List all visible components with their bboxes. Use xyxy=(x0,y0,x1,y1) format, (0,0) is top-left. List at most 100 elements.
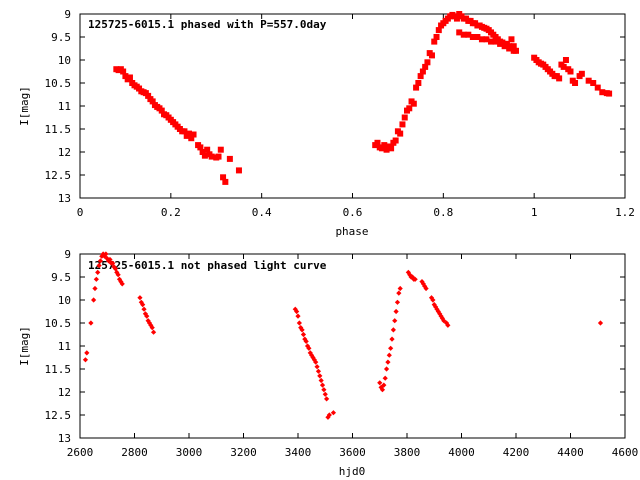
unphased-data-point xyxy=(392,318,398,324)
unphased-data-point xyxy=(420,281,426,287)
unphased-data-point xyxy=(315,368,322,374)
phased-data-point xyxy=(399,121,406,128)
phased-data-point xyxy=(190,131,197,138)
phased-data-point xyxy=(488,38,495,45)
unphased-data-point xyxy=(390,327,396,333)
unphased-data-point xyxy=(306,345,312,351)
unphased-data-point xyxy=(318,377,324,384)
phased-data-point xyxy=(201,152,208,159)
unphased-x-tick-label: 3200 xyxy=(230,446,257,459)
unphased-data-point xyxy=(434,306,440,312)
unphased-data-point xyxy=(321,387,327,393)
phased-x-tick-label: 1.2 xyxy=(615,206,635,219)
unphased-x-tick-label: 2600 xyxy=(67,446,94,459)
unphased-data-point xyxy=(300,331,307,338)
unphased-data-point xyxy=(405,269,411,275)
phased-data-point xyxy=(199,149,206,155)
unphased-data-point xyxy=(149,325,155,331)
phased-data-point xyxy=(510,43,517,50)
phased-data-point xyxy=(415,80,422,86)
unphased-data-point xyxy=(407,272,413,278)
phased-data-point xyxy=(606,90,613,97)
unphased-data-point xyxy=(294,308,300,315)
phased-data-point xyxy=(453,15,460,22)
unphased-data-point xyxy=(379,387,386,393)
phased-data-point xyxy=(501,43,508,50)
phased-data-point xyxy=(158,107,165,114)
phased-data-point xyxy=(469,34,476,40)
phased-panel: 125725-6015.1 phased with P=557.0day pha… xyxy=(18,8,635,238)
unphased-data-point xyxy=(150,329,157,335)
unphased-x-tick-label: 4200 xyxy=(503,446,530,459)
phased-y-axis-label: I[mag] xyxy=(18,86,31,126)
unphased-x-tick-label: 4000 xyxy=(448,446,475,459)
unphased-data-point xyxy=(314,364,320,370)
phased-data-point xyxy=(397,130,404,137)
unphased-data-point xyxy=(397,285,403,292)
unphased-data-point xyxy=(299,327,305,333)
unphased-data-point xyxy=(295,313,301,319)
phased-data-point xyxy=(383,146,390,153)
unphased-y-tick-label: 11.5 xyxy=(45,363,72,376)
phased-y-ticks: 9 9.5 10 10.5 11 11.5 12 12.5 13 xyxy=(45,8,625,205)
phased-data-point xyxy=(599,89,606,96)
unphased-data-point xyxy=(381,382,387,388)
phased-y-tick-label: 10 xyxy=(58,54,71,67)
unphased-data-point xyxy=(428,295,435,301)
unphased-data-point xyxy=(317,373,323,379)
phased-data-point xyxy=(508,36,515,43)
unphased-data-point xyxy=(137,295,143,301)
unphased-data-point xyxy=(439,315,446,321)
unphased-data-point xyxy=(430,297,436,303)
phased-x-tick-label: 0.2 xyxy=(161,206,181,219)
phased-y-tick-label: 10.5 xyxy=(45,77,72,90)
unphased-x-tick-label: 4600 xyxy=(612,446,639,459)
unphased-data-point xyxy=(445,322,451,328)
phased-data-point xyxy=(478,36,485,43)
unphased-data-point xyxy=(437,311,443,317)
phased-data-point xyxy=(578,70,585,77)
phased-y-tick-label: 9 xyxy=(64,8,71,21)
unphased-data-point xyxy=(103,251,109,257)
unphased-data-point xyxy=(422,283,428,289)
phased-data-point xyxy=(510,47,517,54)
unphased-x-tick-label: 3000 xyxy=(176,446,203,459)
unphased-data-point xyxy=(115,272,121,278)
phased-data-point xyxy=(120,68,127,75)
phased-data-point xyxy=(379,145,386,152)
phased-data-points xyxy=(113,11,613,185)
phased-data-point xyxy=(208,153,215,160)
unphased-x-tick-label: 2800 xyxy=(121,446,148,459)
unphased-data-point xyxy=(412,276,418,282)
phased-data-point xyxy=(562,57,569,63)
phased-data-point xyxy=(197,144,204,151)
unphased-data-point xyxy=(84,350,90,356)
unphased-data-point xyxy=(388,345,394,351)
unphased-x-ticks: 2600 2800 3000 3200 3400 3600 3800 4000 4200 4400… xyxy=(67,254,639,459)
unphased-data-point xyxy=(141,306,147,312)
unphased-data-points xyxy=(82,251,604,420)
phased-x-ticks: 0 0.2 0.4 0.6 0.8 1 1.2 xyxy=(77,14,635,219)
unphased-y-axis-label: I[mag] xyxy=(18,326,31,366)
phased-data-point xyxy=(186,130,192,137)
phased-data-point xyxy=(474,34,481,40)
phased-data-point xyxy=(122,73,129,80)
phased-data-point xyxy=(567,68,574,75)
phased-data-point xyxy=(594,84,601,91)
phased-x-axis-label: phase xyxy=(335,225,368,238)
unphased-data-point xyxy=(142,311,148,317)
phased-y-tick-label: 12.5 xyxy=(45,169,72,182)
phased-data-point xyxy=(235,167,242,174)
unphased-data-point xyxy=(296,320,302,326)
unphased-data-point xyxy=(393,308,399,315)
unphased-data-point xyxy=(597,320,604,326)
phased-data-point xyxy=(590,80,597,86)
unphased-x-tick-label: 3400 xyxy=(285,446,312,459)
phased-data-point xyxy=(506,45,513,52)
unphased-data-point xyxy=(91,297,97,303)
unphased-data-point xyxy=(378,384,384,390)
unphased-data-point xyxy=(148,322,154,328)
phased-x-tick-label: 0.6 xyxy=(343,206,363,219)
phased-data-point xyxy=(226,155,233,162)
